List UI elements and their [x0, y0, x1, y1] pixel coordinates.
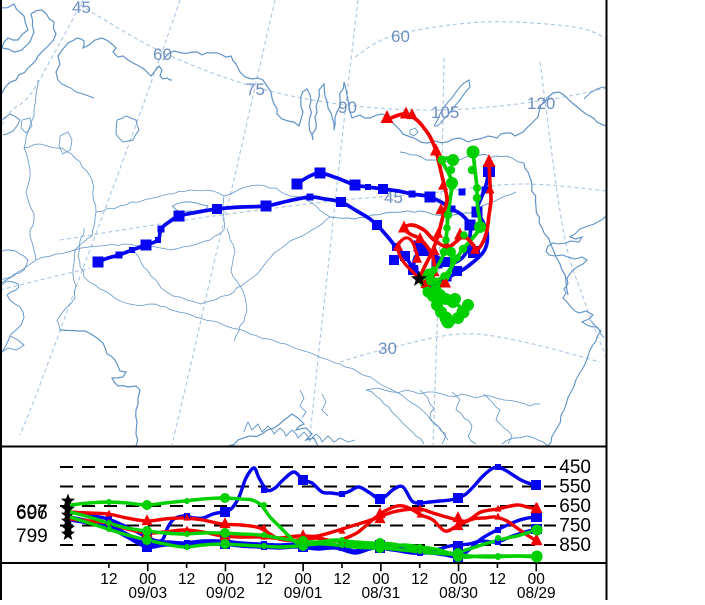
svg-text:08/29: 08/29 — [517, 585, 556, 600]
svg-text:12: 12 — [411, 571, 428, 588]
svg-text:00: 00 — [139, 571, 157, 588]
svg-text:12: 12 — [178, 571, 195, 588]
svg-text:12: 12 — [256, 571, 273, 588]
svg-text:08/31: 08/31 — [361, 585, 400, 600]
svg-text:12: 12 — [489, 571, 506, 588]
svg-text:105: 105 — [431, 103, 459, 122]
svg-text:09/03: 09/03 — [128, 585, 167, 600]
svg-text:750: 750 — [559, 516, 591, 537]
svg-text:90: 90 — [338, 98, 357, 117]
svg-text:850: 850 — [559, 535, 591, 556]
svg-text:607: 607 — [16, 502, 48, 523]
svg-text:550: 550 — [559, 477, 591, 498]
svg-text:799: 799 — [16, 526, 48, 547]
svg-text:12: 12 — [100, 571, 117, 588]
svg-text:12: 12 — [333, 571, 350, 588]
svg-text:00: 00 — [372, 571, 390, 588]
svg-text:75: 75 — [246, 80, 265, 99]
svg-text:09/02: 09/02 — [206, 585, 245, 600]
svg-text:00: 00 — [450, 571, 468, 588]
svg-text:60: 60 — [153, 45, 172, 64]
svg-text:650: 650 — [559, 496, 591, 517]
svg-text:696: 696 — [16, 503, 48, 524]
svg-text:120: 120 — [527, 94, 555, 113]
svg-text:45: 45 — [72, 0, 91, 17]
svg-text:09/01: 09/01 — [284, 585, 323, 600]
svg-text:450: 450 — [559, 457, 591, 478]
svg-text:00: 00 — [295, 571, 313, 588]
svg-text:00: 00 — [528, 571, 546, 588]
svg-text:08/30: 08/30 — [439, 585, 478, 600]
svg-text:30: 30 — [378, 339, 397, 358]
svg-text:00: 00 — [217, 571, 235, 588]
svg-text:60: 60 — [391, 27, 410, 46]
